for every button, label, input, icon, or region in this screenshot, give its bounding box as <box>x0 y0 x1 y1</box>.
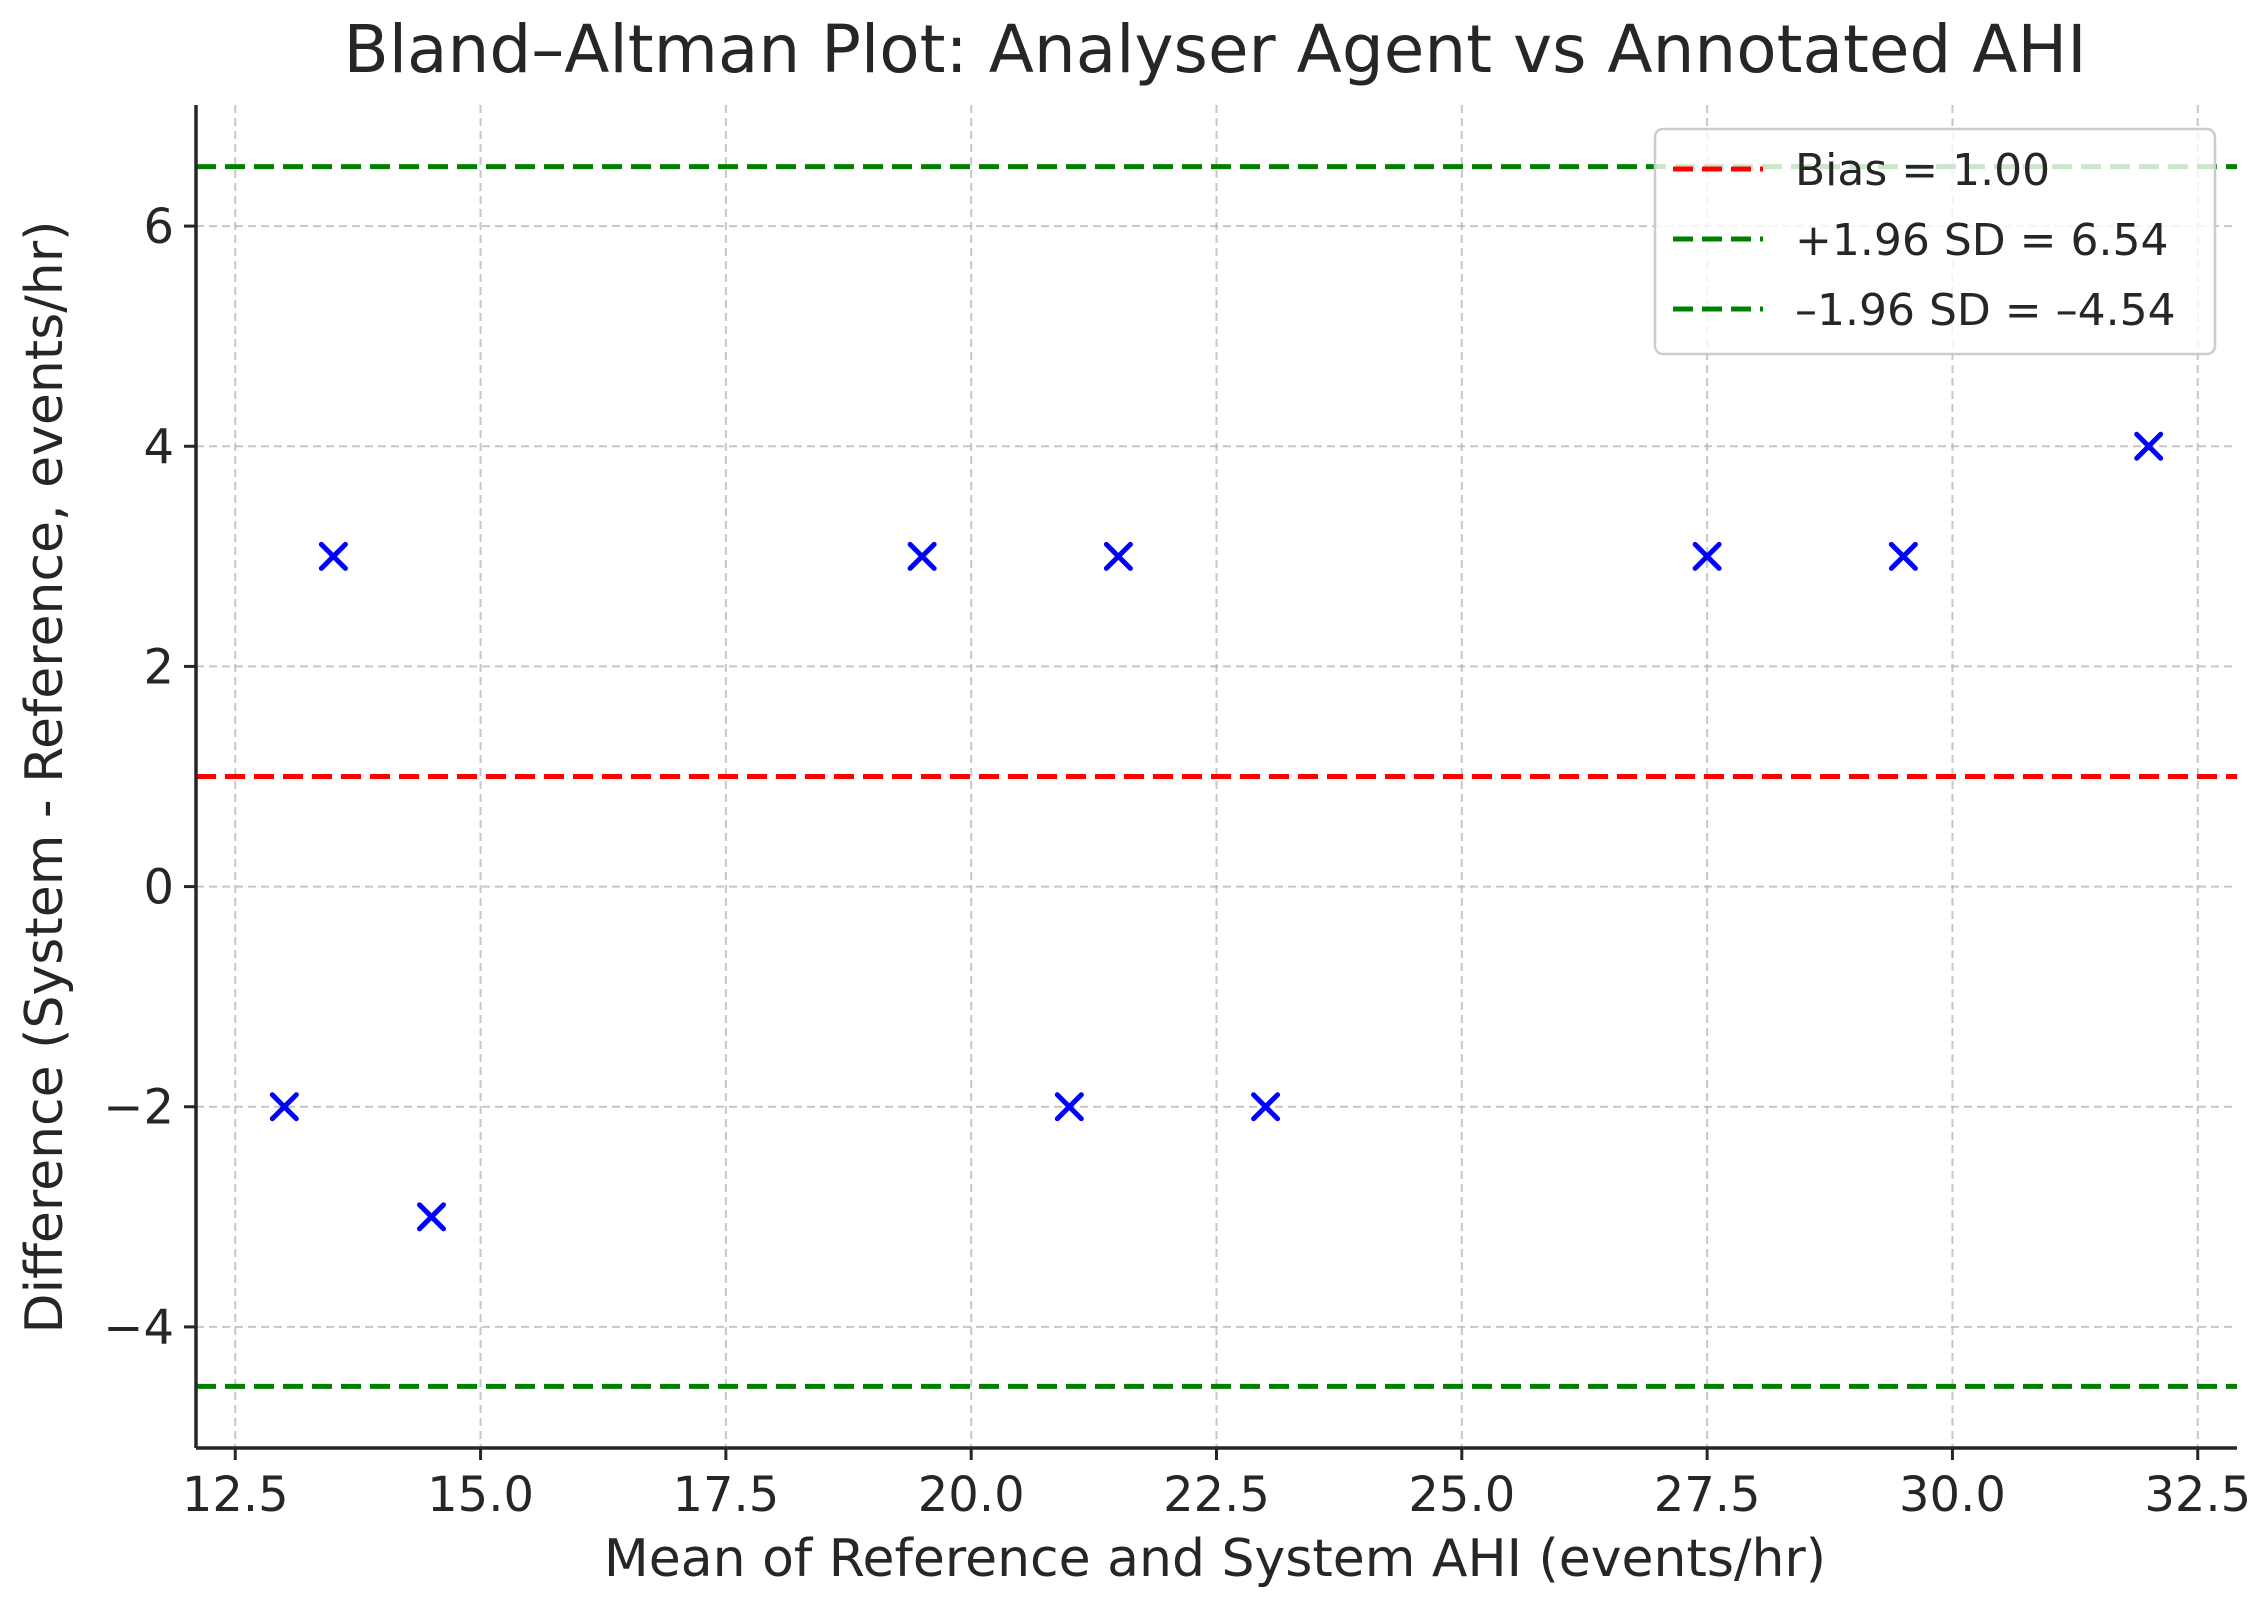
y-tick-label: 6 <box>143 199 174 255</box>
legend-label-1: +1.96 SD = 6.54 <box>1795 215 2168 266</box>
data-point <box>2134 431 2164 461</box>
x-tick-label: 15.0 <box>427 1467 534 1523</box>
y-tick-label: 2 <box>143 639 174 695</box>
x-tick-label: 22.5 <box>1163 1467 1270 1523</box>
legend-label-2: –1.96 SD = –4.54 <box>1795 285 2176 336</box>
data-point-stroke <box>907 541 937 571</box>
data-point <box>318 541 348 571</box>
x-tick-label: 30.0 <box>1899 1467 2006 1523</box>
x-tick-label: 17.5 <box>672 1467 779 1523</box>
y-tick-label: −2 <box>103 1080 174 1136</box>
x-axis-ticks: 12.5 15.0 17.5 20.0 22.5 25.0 27.5 30.0 32.5 <box>182 1448 2251 1523</box>
y-tick-label: 4 <box>143 419 174 475</box>
data-point <box>1103 541 1133 571</box>
data-point <box>1888 541 1918 571</box>
y-tick-label: −4 <box>103 1300 174 1356</box>
chart-title: Bland–Altman Plot: Analyser Agent vs Ann… <box>343 11 2086 88</box>
x-tick-label: 12.5 <box>182 1467 289 1523</box>
x-tick-label: 25.0 <box>1408 1467 1515 1523</box>
data-point-stroke <box>1054 1092 1084 1122</box>
x-axis-label: Mean of Reference and System AHI (events… <box>604 1529 1826 1589</box>
data-point-stroke <box>2134 431 2164 461</box>
y-tick-label: 0 <box>143 860 174 916</box>
data-point <box>417 1202 446 1232</box>
legend-box <box>1653 127 2217 356</box>
data-point <box>1251 1092 1281 1122</box>
x-tick-label: 27.5 <box>1654 1467 1761 1523</box>
data-points <box>269 431 2164 1232</box>
x-tick-label: 20.0 <box>918 1467 1025 1523</box>
data-point-stroke <box>1692 541 1722 571</box>
data-point-stroke <box>1888 541 1918 571</box>
data-point <box>269 1092 299 1122</box>
data-point-stroke <box>269 1092 299 1122</box>
y-axis-ticks: −4 −2 0 2 4 6 <box>103 199 196 1356</box>
data-point <box>907 541 937 571</box>
data-point-stroke <box>1251 1092 1281 1122</box>
legend-label-0: Bias = 1.00 <box>1795 145 2050 196</box>
data-point-stroke <box>318 541 348 571</box>
data-point-stroke <box>417 1202 446 1232</box>
x-tick-label: 32.5 <box>2144 1467 2251 1523</box>
legend: Bias = 1.00 +1.96 SD = 6.54 –1.96 SD = –4.… <box>1653 127 2217 356</box>
y-axis-label: Difference (System - Reference, events/h… <box>15 221 75 1334</box>
data-point <box>1054 1092 1084 1122</box>
data-point-stroke <box>1103 541 1133 571</box>
data-point <box>1692 541 1722 571</box>
